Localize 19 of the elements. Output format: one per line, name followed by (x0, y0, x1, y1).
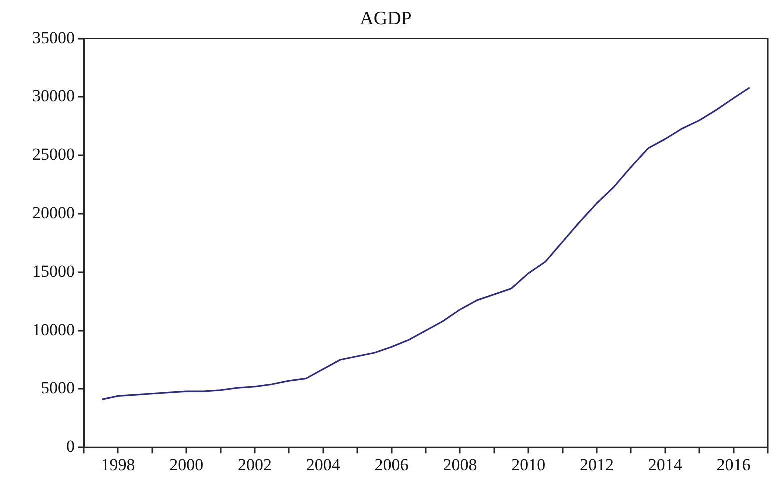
x-tick-label: 2016 (716, 455, 751, 474)
x-tick-label: 2000 (170, 455, 204, 474)
x-tick-label: 2002 (238, 455, 272, 474)
y-tick-label: 10000 (32, 320, 75, 340)
y-tick-label: 20000 (32, 203, 75, 222)
x-tick-label: 2008 (443, 455, 478, 474)
x-tick-label: 2010 (512, 455, 546, 474)
chart-title: AGDP (360, 8, 412, 30)
x-tick-label: 2004 (306, 455, 341, 474)
x-tick-label: 1998 (101, 455, 136, 474)
y-tick-label: 25000 (32, 145, 75, 164)
y-tick-label: 0 (66, 437, 75, 456)
y-tick-label: 35000 (32, 28, 75, 48)
y-tick-label: 15000 (32, 262, 75, 281)
y-tick-label: 5000 (41, 378, 75, 398)
x-tick-label: 2012 (580, 455, 614, 474)
y-tick-label: 30000 (32, 86, 75, 106)
x-tick-label: 2006 (374, 455, 409, 474)
x-tick-label: 2014 (648, 455, 683, 474)
